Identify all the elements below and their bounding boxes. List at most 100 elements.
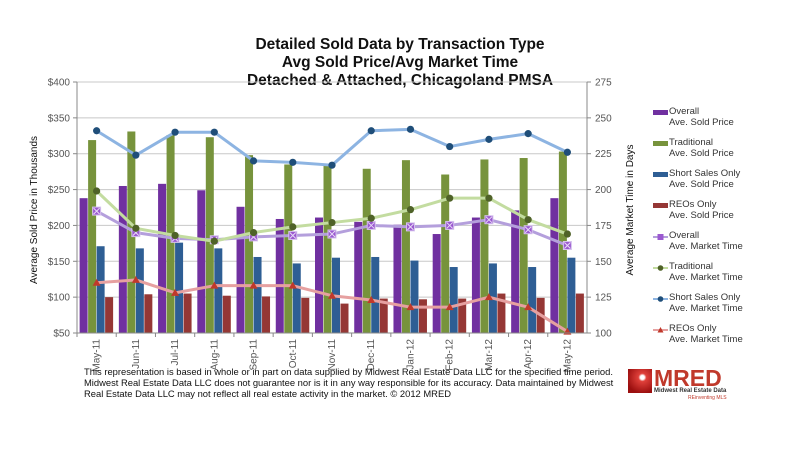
legend-item: Short Sales Only Ave. Market Time — [653, 292, 800, 318]
y2-tick-label: 100 — [595, 329, 612, 340]
data-point — [93, 187, 101, 195]
legend-label: Ave. Market Time — [669, 272, 743, 283]
data-point — [328, 218, 336, 227]
logo-subtitle: Midwest Real Estate Data — [654, 388, 727, 394]
chart-title-line-3: Detached & Attached, Chicagoland PMSA — [246, 72, 554, 89]
data-point-cross — [93, 207, 100, 215]
legend-swatch-marker — [657, 327, 664, 333]
bar — [418, 299, 427, 333]
x-tick-label: Oct-11 — [288, 339, 299, 369]
bar — [432, 234, 441, 333]
logo-tagline: REinventing MLS — [688, 395, 727, 401]
data-point — [131, 275, 140, 283]
legend-item: Overall Ave. Sold Price — [653, 106, 800, 132]
y-axis-title: Average Sold Price in Thousands — [29, 136, 40, 284]
y-tick-label: $50 — [53, 329, 70, 340]
x-tick-label: Mar-12 — [484, 339, 495, 371]
data-point — [524, 130, 532, 138]
bar — [245, 155, 254, 333]
legend-label: REOs Only — [669, 199, 717, 210]
bar — [315, 217, 323, 333]
legend-line-marker — [653, 234, 668, 240]
bar — [519, 158, 528, 333]
legend-label: Traditional — [669, 137, 714, 148]
legend-swatch — [653, 141, 668, 146]
data-point — [289, 158, 297, 166]
bar — [135, 248, 144, 333]
y-tick-label: $150 — [48, 257, 71, 268]
bar — [410, 260, 419, 333]
bar — [511, 210, 520, 333]
y-tick-label: $250 — [48, 185, 71, 196]
bar — [197, 190, 206, 333]
legend-line-marker — [653, 327, 668, 333]
y2-tick-label: 150 — [595, 257, 612, 268]
legend-label: Short Sales Only — [669, 168, 741, 179]
chart-title-line-1: Detailed Sold Data by Transaction Type — [255, 36, 545, 53]
data-point-cross — [446, 222, 454, 229]
data-point — [406, 303, 415, 311]
bar — [340, 303, 349, 333]
y2-tick-label: 175 — [595, 221, 612, 232]
chart-title: Detailed Sold Data by Transaction Type A… — [180, 36, 620, 90]
legend-label: Ave. Sold Price — [669, 148, 734, 159]
data-point — [171, 231, 179, 240]
bar — [183, 293, 192, 333]
legend-line-marker — [653, 296, 668, 302]
bar — [480, 159, 489, 333]
bar — [214, 248, 223, 333]
legend-item: Traditional Ave. Sold Price — [653, 137, 800, 163]
bar — [144, 294, 153, 333]
data-point-cross — [407, 223, 414, 231]
axes: $50 $100 $150 $200 $250 $300 $350 $400 100 125 150… — [48, 78, 612, 373]
data-point — [406, 206, 415, 214]
legend-label: Ave. Sold Price — [669, 179, 734, 190]
data-point-cross — [328, 230, 336, 238]
y-tick-label: $400 — [48, 78, 71, 89]
data-point — [249, 281, 258, 289]
legend-swatch-rect — [653, 141, 668, 146]
x-tick-label: Jan-12 — [405, 339, 416, 370]
data-point — [210, 237, 218, 245]
data-point — [93, 127, 101, 135]
bar — [105, 297, 114, 333]
legend-item: REOs Only Ave. Market Time — [653, 323, 800, 349]
x-tick-label: May-11 — [92, 339, 103, 372]
data-point-cross — [564, 242, 571, 249]
logo-word: MRED — [654, 365, 722, 391]
y2-axis-title: Average Market Time in Days — [625, 145, 636, 276]
bar — [158, 183, 167, 333]
x-tick-label: Aug-11 — [209, 339, 220, 371]
x-tick-label: Nov-11 — [327, 339, 338, 371]
bar — [275, 218, 284, 333]
bar — [379, 298, 388, 333]
data-point — [171, 288, 180, 296]
x-tick-label: Feb-12 — [445, 339, 456, 371]
data-point — [367, 127, 375, 135]
bar — [449, 267, 458, 333]
legend-item: Overall Ave. Market Time — [653, 230, 800, 256]
bar — [575, 293, 584, 333]
mred-logo: MRED Midwest Real Estate Data REinventin… — [628, 365, 738, 401]
chart-title-line-2: Avg Sold Price/Avg Market Time — [281, 54, 519, 71]
data-point — [92, 278, 101, 286]
data-point — [328, 161, 336, 169]
bar — [88, 140, 97, 333]
data-point — [446, 142, 454, 151]
bar — [118, 185, 127, 333]
y-tick-label: $200 — [48, 221, 71, 232]
bar — [567, 257, 576, 333]
bar — [284, 164, 293, 333]
data-point — [563, 148, 571, 156]
legend-line-marker — [653, 265, 668, 271]
legend-label: Ave. Market Time — [669, 334, 743, 345]
legend-swatch — [653, 110, 668, 115]
bar — [441, 174, 450, 333]
data-point — [445, 303, 454, 311]
bar — [458, 298, 467, 333]
legend-label: Ave. Sold Price — [669, 117, 734, 128]
data-point — [171, 128, 179, 136]
legend-label: Overall — [669, 106, 700, 117]
legend-label: Ave. Sold Price — [669, 210, 734, 221]
